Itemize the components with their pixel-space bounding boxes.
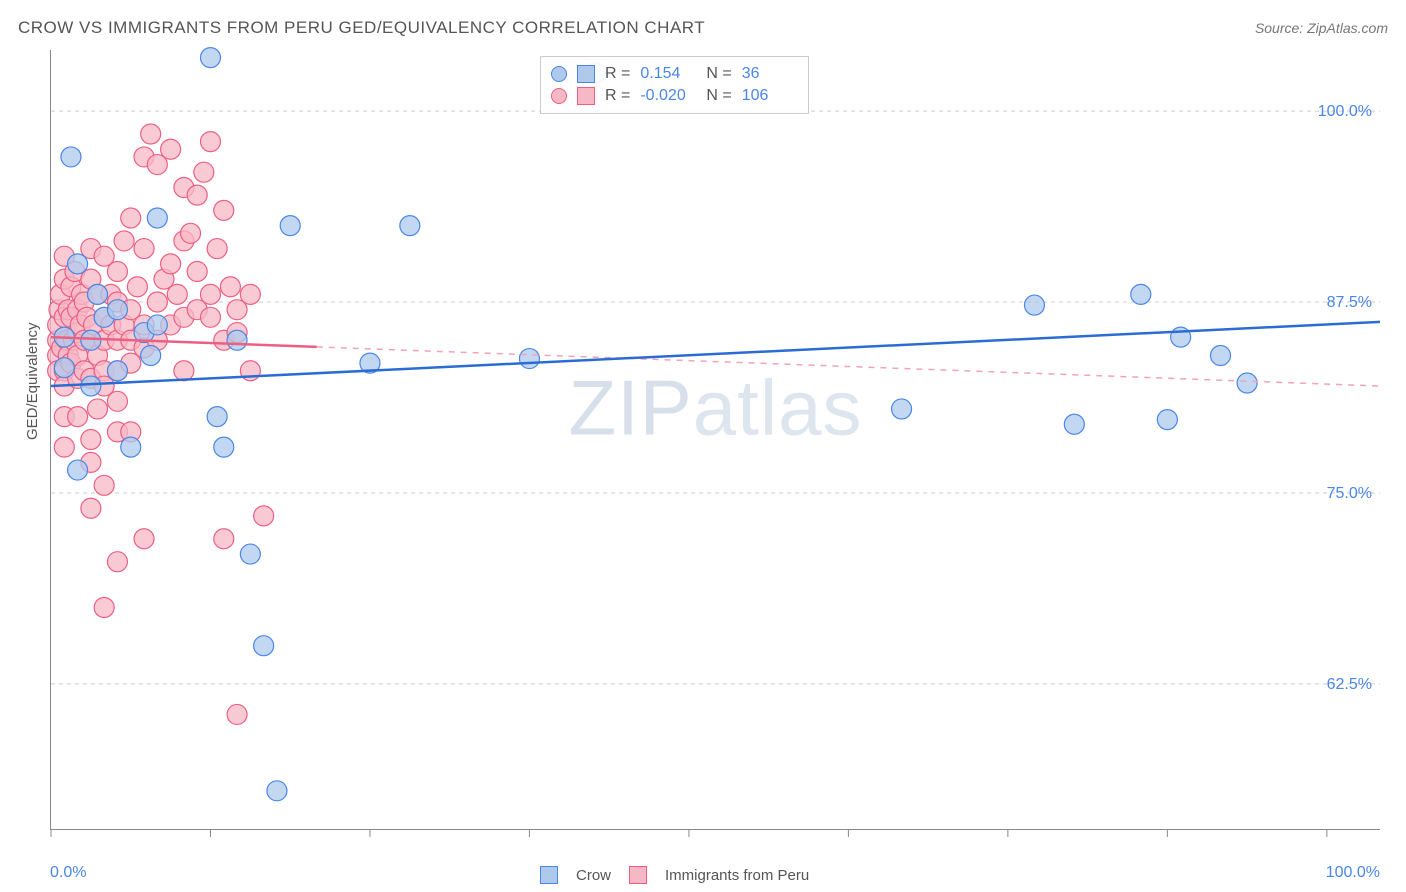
scatter-svg: 62.5% 75.0% 87.5% 100.0% [51, 50, 1380, 829]
r-value-peru: -0.020 [640, 87, 696, 105]
legend-label-peru: Immigrants from Peru [665, 867, 809, 884]
legend-stats-row-crow: R = 0.154 N = 36 [551, 63, 798, 85]
legend-series: Crow Immigrants from Peru [540, 866, 809, 884]
y-axis-title: GED/Equivalency [24, 322, 41, 440]
r-label: R = [605, 65, 630, 83]
plot-frame: ZIPatlas 62.5%75.0%87.5%100.0% [50, 50, 1380, 830]
svg-text:75.0%: 75.0% [1327, 485, 1372, 502]
svg-text:100.0%: 100.0% [1318, 103, 1372, 120]
svg-text:62.5%: 62.5% [1327, 676, 1372, 693]
legend-square-crow [577, 65, 595, 83]
chart-title: CROW VS IMMIGRANTS FROM PERU GED/EQUIVAL… [18, 18, 705, 38]
legend-square-crow-bottom [540, 866, 558, 884]
x-axis-min-label: 0.0% [50, 864, 86, 882]
legend-square-peru [577, 87, 595, 105]
n-value-peru: 106 [742, 87, 798, 105]
n-label: N = [706, 65, 731, 83]
source-name: ZipAtlas.com [1307, 20, 1388, 36]
legend-stats-row-peru: R = -0.020 N = 106 [551, 85, 798, 107]
svg-text:87.5%: 87.5% [1327, 294, 1372, 311]
r-value-crow: 0.154 [640, 65, 696, 83]
n-value-crow: 36 [742, 65, 798, 83]
legend-label-crow: Crow [576, 867, 611, 884]
legend-stats: R = 0.154 N = 36 R = -0.020 N = 106 [540, 56, 809, 114]
r-label-2: R = [605, 87, 630, 105]
legend-square-peru-bottom [629, 866, 647, 884]
legend-circle-peru [551, 88, 567, 104]
source-prefix: Source: [1255, 20, 1307, 36]
legend-circle-crow [551, 66, 567, 82]
n-label-2: N = [706, 87, 731, 105]
x-axis-max-label: 100.0% [1326, 864, 1380, 882]
source-label: Source: ZipAtlas.com [1255, 20, 1388, 36]
